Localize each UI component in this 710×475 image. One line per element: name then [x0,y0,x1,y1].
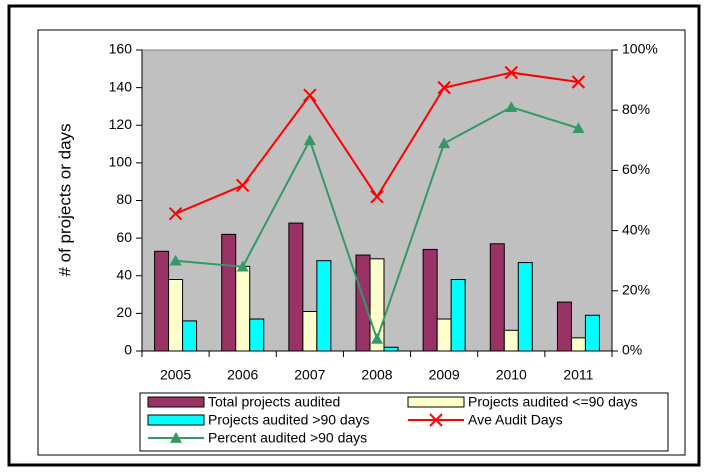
bar [249,318,265,352]
bar [235,265,251,352]
triangle-marker [438,137,451,149]
triangle-marker [505,101,518,112]
y-tick-label: 60 [116,229,132,245]
bar [302,310,318,352]
bar [154,250,170,352]
bar [422,248,438,352]
triangle-marker [236,260,249,272]
x-marker [236,178,250,193]
y2-tick-label: 60% [622,161,650,177]
y2-tick-label: 100% [622,41,658,57]
x-tick-label: 2009 [429,367,460,383]
x-tick-label: 2011 [563,367,593,383]
legend-label: Total projects audited [208,394,340,410]
legend-label: Projects audited <=90 days [468,394,638,410]
y-tick-label: 100 [109,154,133,170]
legend-swatch [147,414,205,426]
plot-area [141,49,613,352]
bar [570,337,586,352]
x-tick-label: 2008 [361,367,392,383]
legend-label: Ave Audit Days [468,412,563,428]
bar [436,318,452,352]
legend-label: Projects audited >90 days [208,412,370,428]
x-tick-label: 2010 [496,367,527,383]
x-marker [504,65,518,80]
bar [221,233,237,352]
triangle-marker [572,122,585,134]
y-tick-label: 40 [116,266,132,282]
x-marker [303,88,317,102]
y-tick-label: 140 [109,78,133,94]
legend [139,392,669,452]
y-tick-label: 20 [116,304,132,320]
legend-marker [170,432,182,443]
x-tick-label: 2007 [294,367,325,383]
legend-label: Percent audited >90 days [208,430,367,446]
y-tick-label: 160 [109,41,133,57]
bar [316,260,332,352]
x-marker [437,80,451,95]
bar [383,346,399,352]
x-tick-label: 2006 [227,367,258,383]
bar [288,222,304,352]
bar [517,262,533,352]
bar [450,279,466,352]
y2-tick-label: 80% [622,101,650,117]
bar [168,279,184,352]
legend-marker [429,413,443,427]
y-tick-label: 120 [109,116,133,132]
bar [556,301,572,352]
x-tick-label: 2005 [160,367,191,383]
x-marker [571,75,586,89]
triangle-marker [169,254,182,266]
y-tick-label: 0 [124,342,132,358]
legend-swatch [407,396,465,408]
y2-tick-label: 40% [622,221,650,237]
bar [584,314,600,352]
bar [182,320,198,352]
x-marker [168,206,183,221]
x-marker [370,190,384,204]
y-axis-label: # of projects or days [55,123,74,276]
bar [355,254,371,352]
y2-tick-label: 20% [622,282,650,298]
triangle-marker [371,332,383,344]
y2-tick-label: 0% [622,342,642,358]
legend-swatch [147,396,205,408]
bar [489,243,505,352]
triangle-marker [303,134,316,146]
bar [503,329,519,352]
y-tick-label: 80 [116,191,132,207]
